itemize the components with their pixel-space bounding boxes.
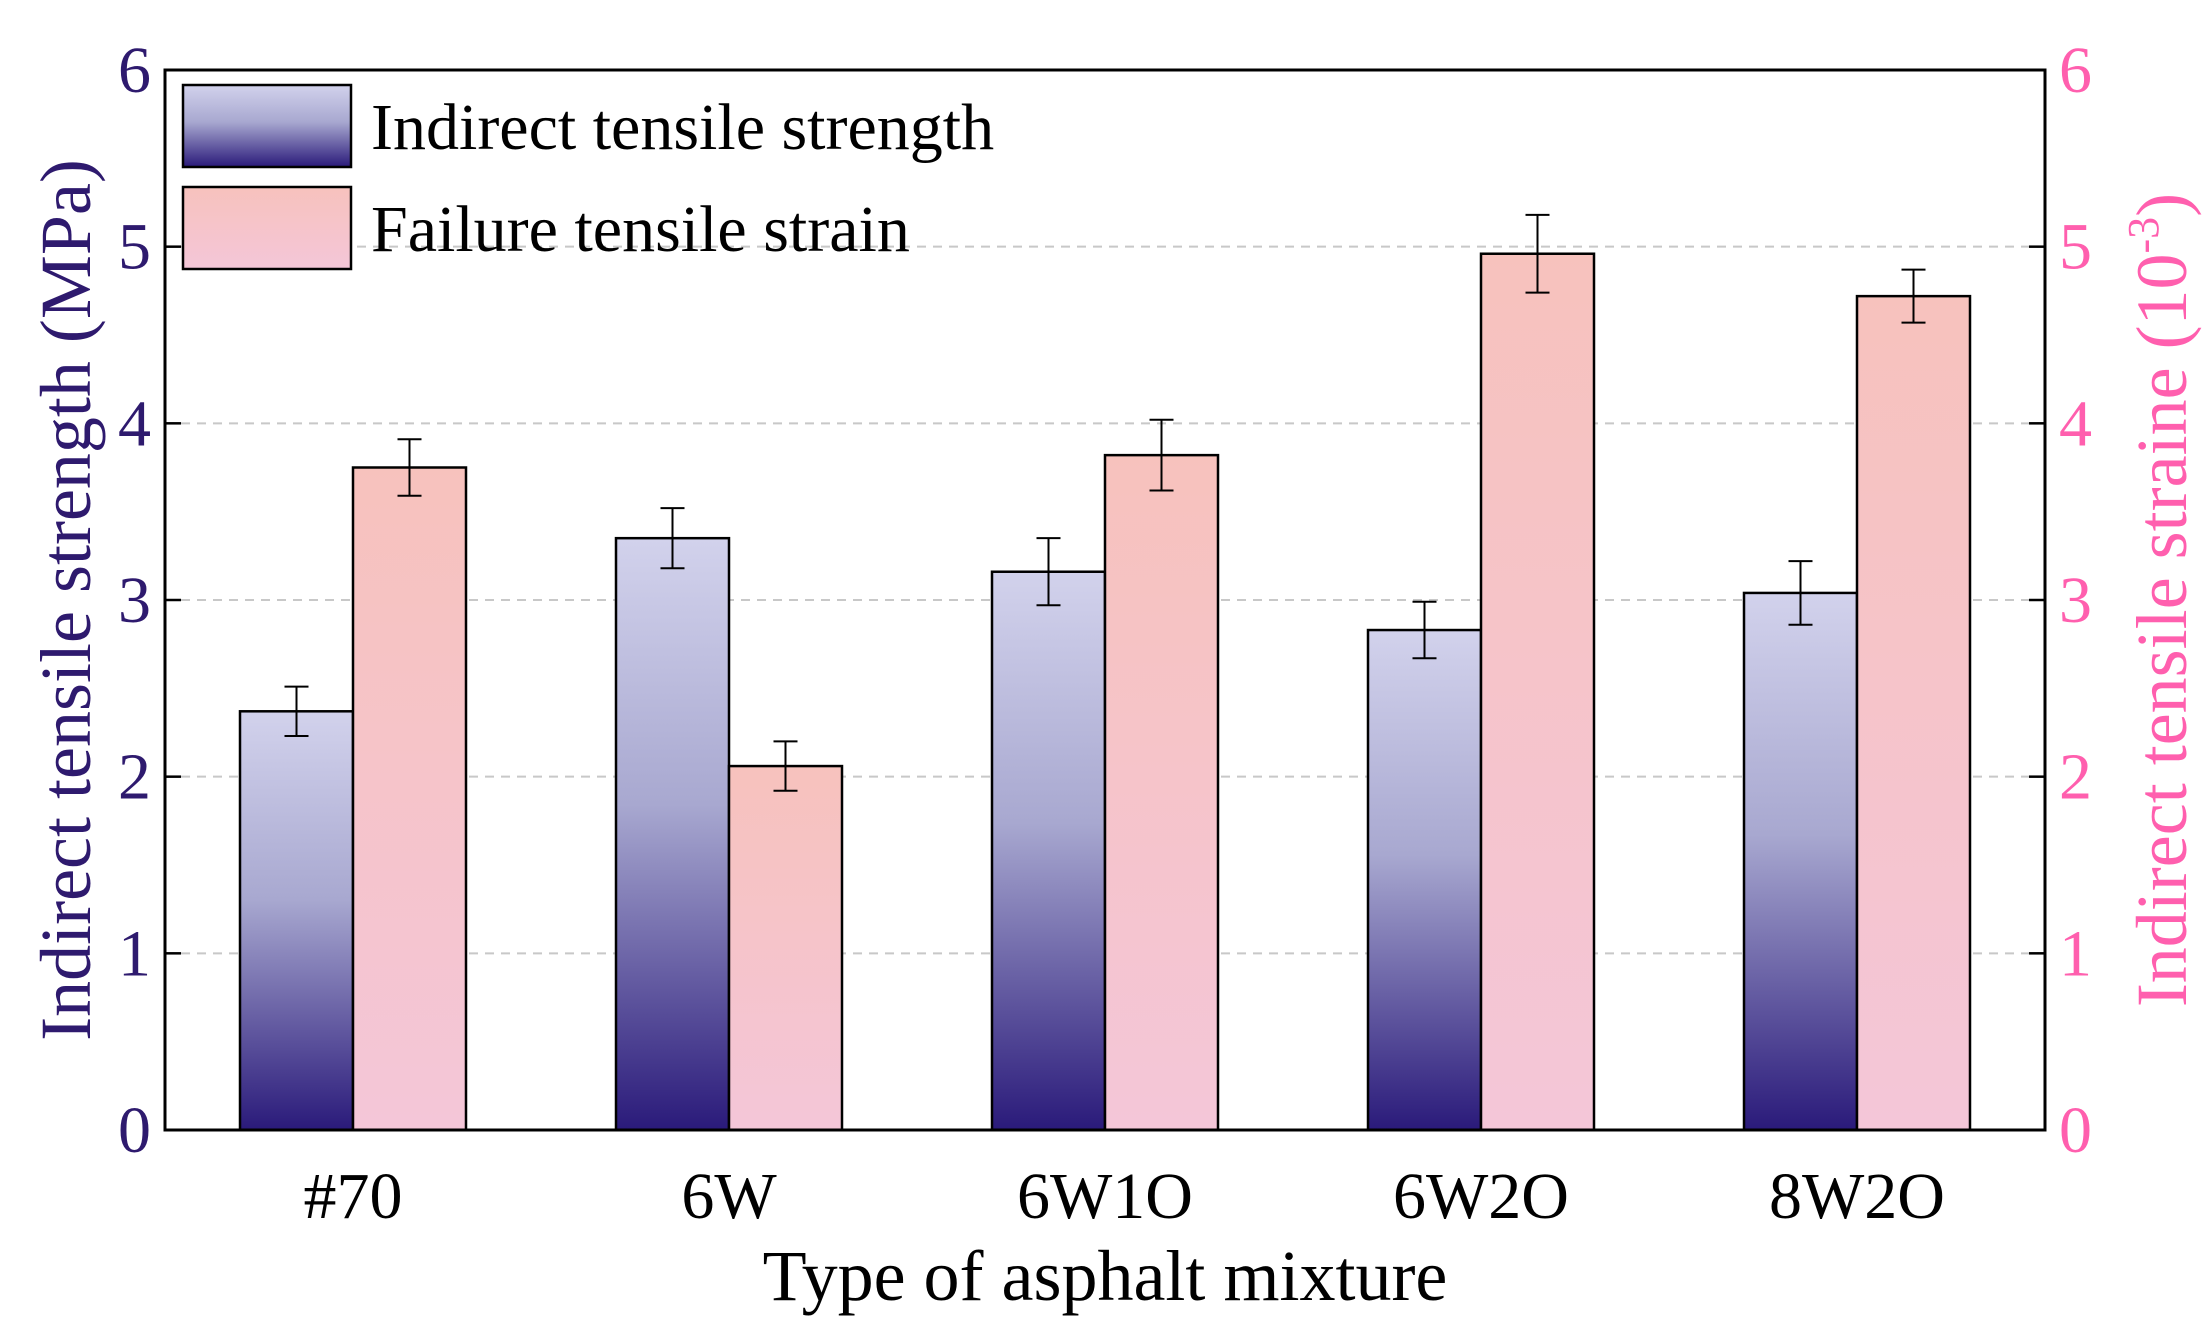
y-tick-label-left-0: 0 [118, 1094, 151, 1167]
bar-strength-4 [1742, 591, 1859, 1132]
x-tick-label-0: #70 [304, 1160, 403, 1233]
bar-strength-1 [614, 536, 731, 1132]
x-tick-label-1: 6W [681, 1160, 777, 1233]
y-tick-label-right-4: 4 [2059, 387, 2092, 460]
bar-strain-0 [351, 466, 468, 1132]
y-tick-label-left-3: 3 [118, 564, 151, 637]
y-tick-label-left-6: 6 [118, 34, 151, 107]
x-tick-label-4: 8W2O [1769, 1160, 1945, 1233]
legend-label-strength: Indirect tensile strength [371, 91, 994, 164]
bar-strain-2 [1103, 453, 1220, 1132]
y-tick-label-right-0: 0 [2059, 1094, 2092, 1167]
bar-strain-3 [1479, 252, 1596, 1132]
bar-strain-1 [727, 764, 844, 1132]
y-tick-label-right-5: 5 [2059, 211, 2092, 284]
y-tick-label-right-6: 6 [2059, 34, 2092, 107]
legend-swatch-strength [181, 83, 353, 169]
bar-strain-4 [1855, 294, 1972, 1132]
y-axis-title-right-main: Indirect tensile straine (10 [2122, 253, 2202, 1007]
legend: Indirect tensile strength Failure tensil… [181, 83, 994, 271]
y-axis-title-right-sup: -3 [2119, 217, 2168, 254]
y-axis-title-left: Indirect tensile strength (MPa) [26, 159, 106, 1041]
y-tick-label-left-2: 2 [118, 741, 151, 814]
y-tick-label-right-1: 1 [2059, 917, 2092, 990]
legend-swatch-strain [181, 185, 353, 271]
legend-label-strain: Failure tensile strain [371, 193, 910, 266]
y-tick-label-right-2: 2 [2059, 741, 2092, 814]
bar-strength-0 [238, 710, 355, 1132]
axis-ticks: #70 6W 6W1O 6W2O 8W2O 0 1 2 3 4 5 6 0 1 2 3 4 5 6 [118, 34, 2092, 1233]
y-tick-label-right-3: 3 [2059, 564, 2092, 637]
bar-strength-2 [990, 570, 1107, 1132]
y-axis-title-right: Indirect tensile straine (10-3) [2119, 193, 2202, 1007]
error-bars [284, 213, 1926, 792]
y-axis-title-right-end: ) [2122, 193, 2202, 217]
bar-strength-3 [1366, 628, 1483, 1132]
x-tick-label-2: 6W1O [1017, 1160, 1193, 1233]
x-axis-title: Type of asphalt mixture [763, 1236, 1448, 1316]
y-tick-label-left-1: 1 [118, 917, 151, 990]
y-tick-label-left-5: 5 [118, 211, 151, 284]
bars [238, 252, 1972, 1132]
y-tick-label-left-4: 4 [118, 387, 151, 460]
x-tick-label-3: 6W2O [1393, 1160, 1569, 1233]
